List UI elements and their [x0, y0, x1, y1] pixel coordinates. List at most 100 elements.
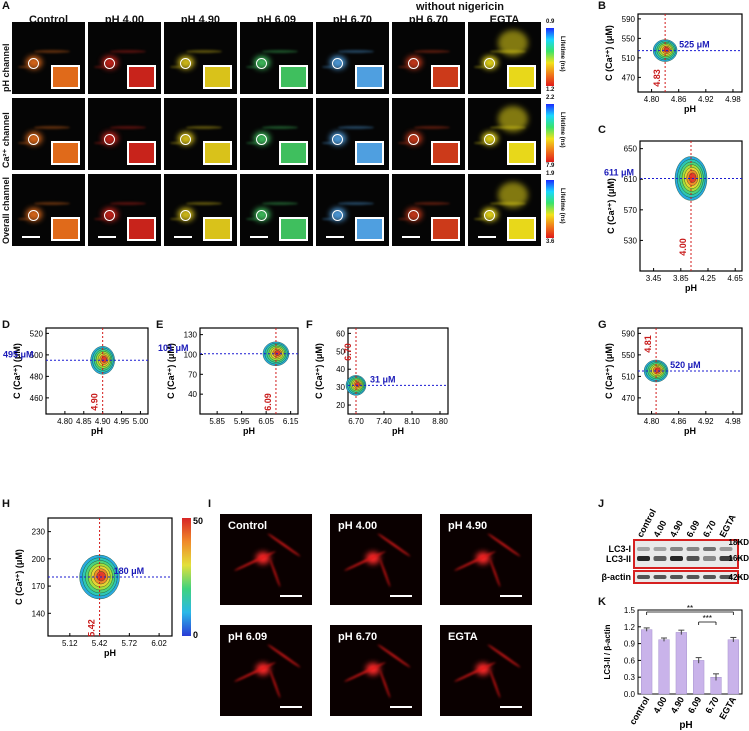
x-tick-label: 4.80 [644, 417, 660, 426]
x-axis-label: pH [243, 426, 255, 436]
zoom-inset [355, 217, 384, 241]
x-tick-label: 6.70 [348, 417, 364, 426]
x-tick-label: 3.45 [646, 274, 662, 283]
y-tick-label: 170 [32, 582, 46, 591]
y-tick-label: 470 [622, 73, 636, 82]
colorbar-name: Lifetime (ns) [559, 36, 565, 72]
scale-bar [390, 706, 412, 708]
peak-ph-label: 5.42 [87, 619, 97, 637]
lc3i-band [670, 547, 683, 551]
x-tick-label: 4.92 [698, 417, 714, 426]
y-axis-label: C (Ca²⁺) (μM) [166, 343, 176, 399]
lc3ii-band [686, 556, 700, 561]
micrograph-tile [392, 174, 465, 246]
y-tick-label: 0.0 [624, 690, 636, 699]
neurite [474, 66, 488, 68]
neurite [322, 66, 336, 68]
y-tick-label: 520 [30, 329, 44, 338]
neurite [268, 669, 282, 699]
bar [641, 629, 653, 695]
y-tick-label: 550 [622, 34, 636, 43]
x-tick-label: 4.65 [727, 274, 743, 283]
scale-bar [478, 236, 496, 238]
panel-e-letter: E [156, 319, 164, 331]
row-label: Overall channel [1, 176, 11, 244]
size-label: 42KD [729, 573, 749, 582]
panel-a-group-title: without nigericin [416, 1, 504, 13]
neurite [338, 126, 374, 129]
category-label: 4.90 [669, 695, 686, 715]
y-tick-label: 230 [32, 528, 46, 537]
neurite [246, 218, 260, 220]
micrograph-tile [240, 98, 313, 170]
roi-circle [180, 134, 191, 145]
y-tick-label: 40 [336, 365, 345, 374]
y-tick-label: 460 [30, 394, 44, 403]
x-tick-label: 4.80 [644, 95, 660, 104]
panel-e-contour-chart: 5.85 5.95 6.05 6.15 130 100 70 40 pH C (Ca²⁺) (μM… [158, 327, 299, 436]
peak-ca-label: 495 μM [3, 349, 34, 359]
lane-label: 6.09 [684, 519, 701, 539]
y-axis-label: C (Ca²⁺) (μM) [314, 343, 324, 399]
scale-bar [500, 706, 522, 708]
micrograph-tile [164, 98, 237, 170]
scale-bar [500, 595, 522, 597]
lane-label: EGTA [717, 512, 737, 539]
panel-h-contour-chart: 5.12 5.42 5.72 6.02 230 200 170 140 pH C (Ca²⁺) (… [14, 516, 203, 658]
condition-label: pH 6.09 [228, 631, 268, 643]
neuron-image: pH 4.90 [440, 514, 532, 605]
neurite [18, 142, 32, 144]
y-tick-label: 590 [622, 15, 636, 24]
x-axis-label: pH [104, 648, 116, 658]
y-tick-label: 500 [30, 351, 44, 360]
colorbar-min: 1.2 [546, 87, 555, 93]
zoom-inset [51, 217, 80, 241]
panel-f-letter: F [306, 319, 313, 331]
peak-ca-label: 525 μM [679, 40, 710, 50]
actin-band [653, 575, 667, 579]
plot-frame [637, 609, 743, 695]
micrograph-tile [316, 22, 389, 94]
actin-band [686, 575, 700, 579]
peak-ca-label: 101 μM [158, 343, 189, 353]
size-label: 18KD [729, 538, 749, 547]
panel-a-letter: A [2, 0, 10, 12]
scale-bar [22, 236, 40, 238]
y-tick-label: 50 [336, 347, 345, 356]
zoom-inset [203, 141, 232, 165]
x-axis-label: pH [91, 426, 103, 436]
contour-level [688, 172, 697, 183]
neurite [474, 218, 488, 220]
y-tick-label: 0.6 [624, 656, 636, 665]
peak-ph-label: 4.81 [643, 335, 653, 353]
x-tick-label: 4.86 [671, 417, 687, 426]
y-tick-label: 1.2 [624, 623, 636, 632]
neurite [414, 50, 450, 53]
category-label: control [627, 695, 651, 726]
bar [658, 639, 670, 695]
zoom-inset [431, 217, 460, 241]
x-tick-label: 5.95 [234, 417, 250, 426]
zoom-inset [127, 65, 156, 89]
panel-b-contour-chart: 4.80 4.86 4.92 4.98 590 550 510 470 pH C (Ca²⁺) (… [604, 13, 743, 114]
neurite [378, 558, 392, 588]
roi-circle [484, 134, 495, 145]
scale-bar [280, 595, 302, 597]
colorbar-name: Lifetime (ns) [559, 188, 565, 224]
y-tick-label: 470 [622, 394, 636, 403]
panel-k-bar-chart: 0.0 0.3 0.6 0.9 1.2 1.5 control 4.00 4.90 6.09 6.7… [603, 604, 743, 731]
peak-ca-label: 611 μM [604, 167, 634, 177]
neurite [414, 126, 450, 129]
neurite [398, 218, 412, 220]
x-tick-label: 4.95 [114, 417, 130, 426]
panel-g-contour-chart: 4.80 4.86 4.92 4.98 590 550 510 470 pH C (Ca²⁺) (… [604, 327, 743, 436]
scale-bar [174, 236, 192, 238]
zoom-inset [279, 217, 308, 241]
lane-label: 4.90 [668, 519, 685, 539]
neurite [186, 202, 222, 205]
y-tick-label: 140 [32, 609, 46, 618]
neurite [474, 142, 488, 144]
neurite [398, 142, 412, 144]
lifetime-colorbar [546, 104, 554, 162]
